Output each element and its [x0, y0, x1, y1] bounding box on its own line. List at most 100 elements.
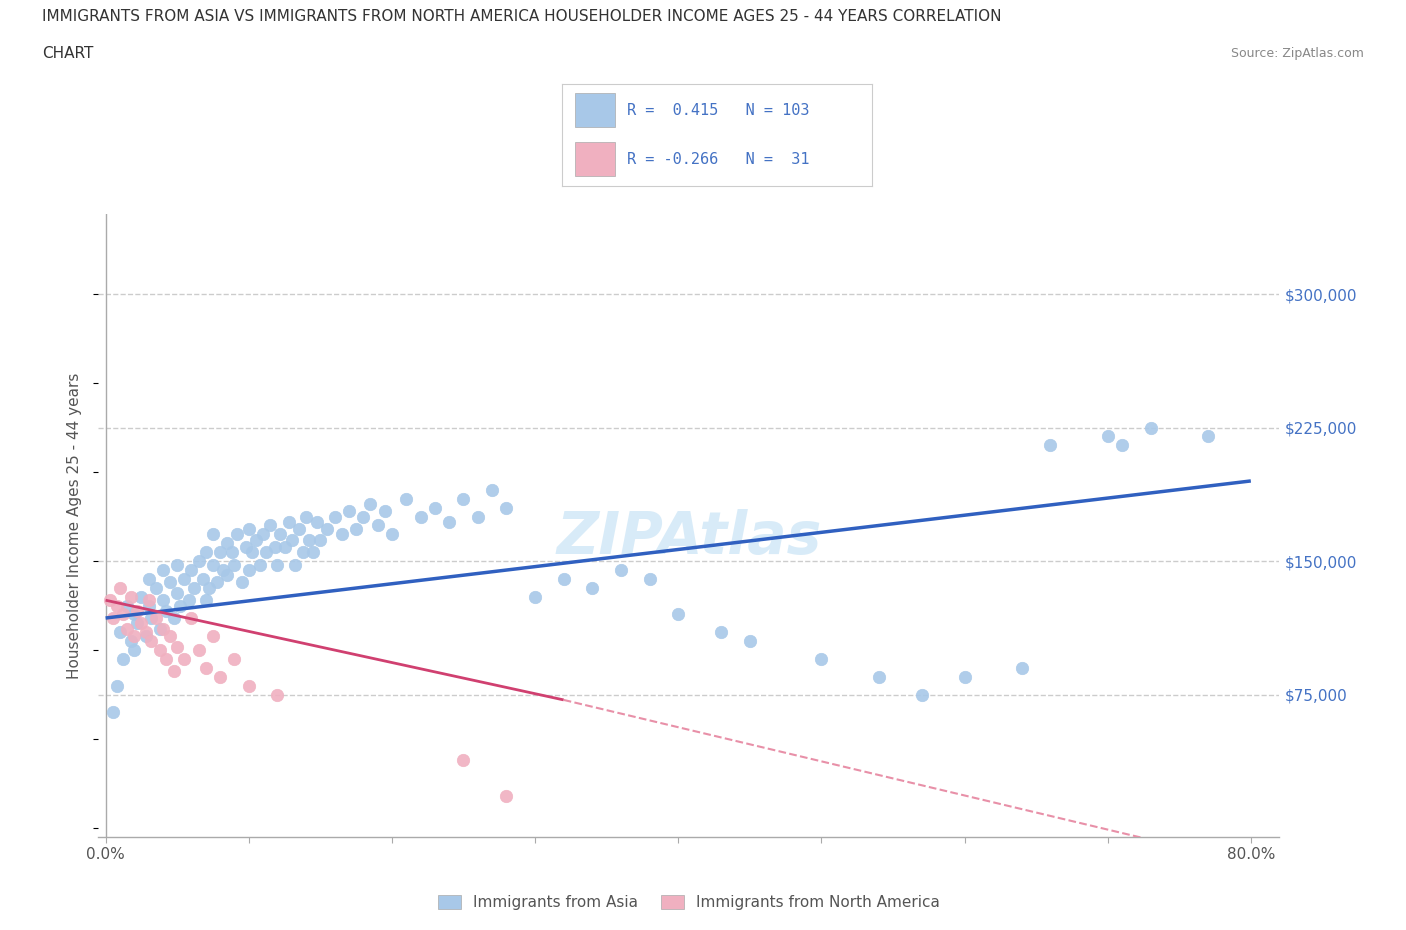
Point [309, 532, 332, 547]
FancyBboxPatch shape [575, 93, 614, 126]
Point [359, 497, 381, 512]
Point [122, 629, 145, 644]
Point [453, 753, 475, 768]
Point [810, 652, 832, 667]
Point [553, 571, 575, 586]
Point [910, 687, 932, 702]
Point [120, 633, 142, 648]
Point [1011, 660, 1033, 675]
Point [201, 527, 224, 542]
Point [259, 518, 281, 533]
Point [224, 557, 246, 572]
Point [212, 563, 235, 578]
Point [111, 652, 134, 667]
Point [149, 643, 172, 658]
Point [108, 625, 131, 640]
Point [166, 586, 188, 601]
Point [245, 532, 267, 547]
Point [194, 592, 217, 607]
Point [231, 575, 253, 590]
Point [1111, 438, 1133, 453]
Point [115, 598, 138, 613]
Point [166, 557, 188, 572]
Point [238, 563, 260, 578]
Point [467, 509, 489, 524]
Point [155, 604, 177, 618]
Point [263, 539, 285, 554]
Point [152, 563, 174, 578]
Point [240, 545, 263, 560]
Point [197, 580, 219, 595]
Point [201, 629, 224, 644]
Point [453, 491, 475, 506]
Point [495, 500, 517, 515]
Point [135, 629, 157, 644]
Point [323, 509, 346, 524]
Point [423, 500, 446, 515]
Point [666, 607, 689, 622]
Point [280, 532, 302, 547]
Point [344, 522, 367, 537]
Point [183, 580, 205, 595]
Point [283, 557, 305, 572]
Point [1139, 420, 1161, 435]
Point [159, 575, 181, 590]
Point [125, 604, 148, 618]
Point [155, 652, 177, 667]
Point [710, 625, 733, 640]
Point [266, 687, 288, 702]
Point [138, 571, 160, 586]
Point [295, 509, 318, 524]
Point [187, 643, 209, 658]
Point [266, 557, 288, 572]
Y-axis label: Householder Income Ages 25 - 44 years: Householder Income Ages 25 - 44 years [67, 372, 83, 679]
Point [105, 678, 128, 693]
Legend: Immigrants from Asia, Immigrants from North America: Immigrants from Asia, Immigrants from No… [432, 889, 946, 917]
Point [180, 563, 202, 578]
Text: R =  0.415   N = 103: R = 0.415 N = 103 [627, 103, 810, 118]
Point [367, 518, 389, 533]
Point [352, 509, 374, 524]
Point [638, 571, 661, 586]
Point [953, 670, 976, 684]
Point [141, 633, 163, 648]
Point [330, 527, 353, 542]
Point [194, 660, 217, 675]
Point [298, 532, 321, 547]
Point [131, 590, 153, 604]
Point [581, 580, 603, 595]
Point [173, 652, 195, 667]
Point [288, 522, 311, 537]
Point [187, 553, 209, 568]
Point [524, 590, 547, 604]
Point [201, 557, 224, 572]
Point [235, 539, 257, 554]
Point [111, 607, 134, 622]
Point [101, 611, 124, 626]
Point [269, 527, 291, 542]
Point [98, 592, 121, 607]
Point [125, 616, 148, 631]
Point [152, 621, 174, 636]
Point [145, 611, 167, 626]
Point [207, 575, 229, 590]
Point [316, 522, 339, 537]
Point [149, 621, 172, 636]
Point [177, 592, 200, 607]
Point [173, 571, 195, 586]
Point [610, 563, 633, 578]
Point [120, 590, 142, 604]
Point [302, 545, 325, 560]
Point [180, 611, 202, 626]
Point [481, 483, 503, 498]
Point [105, 598, 128, 613]
Point [495, 789, 517, 804]
Point [337, 504, 360, 519]
Point [307, 514, 329, 529]
Point [273, 539, 295, 554]
Point [1197, 429, 1219, 444]
Point [249, 557, 271, 572]
Point [209, 670, 232, 684]
Point [138, 592, 160, 607]
Point [152, 592, 174, 607]
